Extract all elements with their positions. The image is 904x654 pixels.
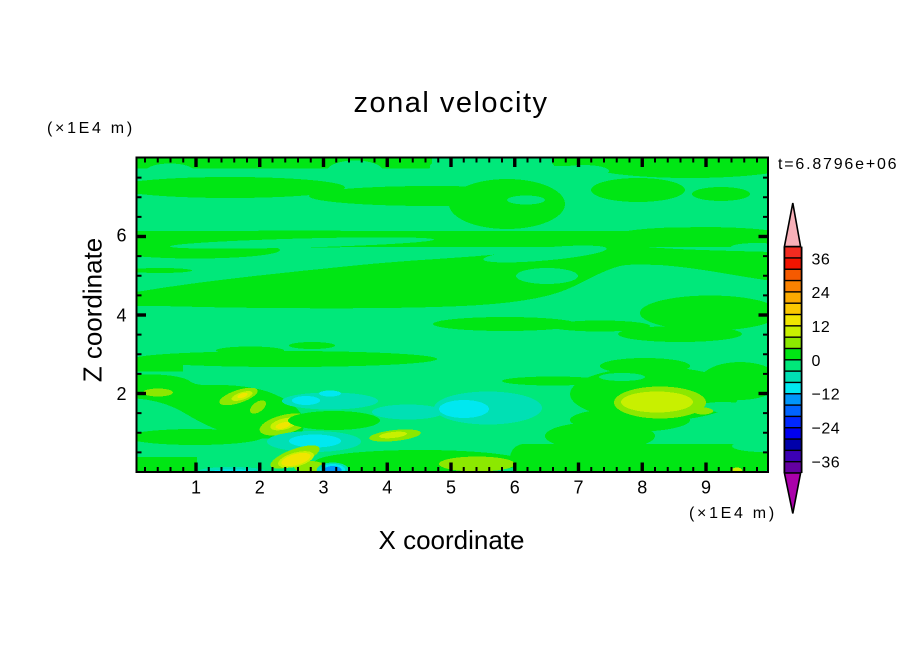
svg-text:6: 6 [510,478,520,498]
svg-text:t=6.8796e+06: t=6.8796e+06 [778,156,898,173]
svg-text:4: 4 [382,478,392,498]
svg-text:2: 2 [116,384,126,404]
svg-text:zonal velocity: zonal velocity [353,87,548,119]
svg-text:X coordinate: X coordinate [379,525,525,555]
svg-text:Z coordinate: Z coordinate [78,238,108,383]
svg-text:36: 36 [812,251,831,268]
svg-text:5: 5 [446,478,456,498]
svg-text:1: 1 [191,478,201,498]
svg-text:(×1E4 m): (×1E4 m) [47,120,135,137]
svg-text:−36: −36 [812,454,841,471]
svg-text:3: 3 [318,478,328,498]
svg-text:9: 9 [701,478,711,498]
svg-text:0: 0 [812,353,821,370]
svg-text:12: 12 [812,319,831,336]
svg-text:4: 4 [116,306,126,326]
svg-text:(×1E4 m): (×1E4 m) [689,505,777,522]
svg-text:−12: −12 [812,387,841,404]
svg-text:6: 6 [116,226,126,246]
svg-text:−24: −24 [812,421,841,438]
svg-text:8: 8 [637,478,647,498]
svg-text:24: 24 [812,285,831,302]
svg-text:7: 7 [573,478,583,498]
svg-text:2: 2 [255,478,265,498]
